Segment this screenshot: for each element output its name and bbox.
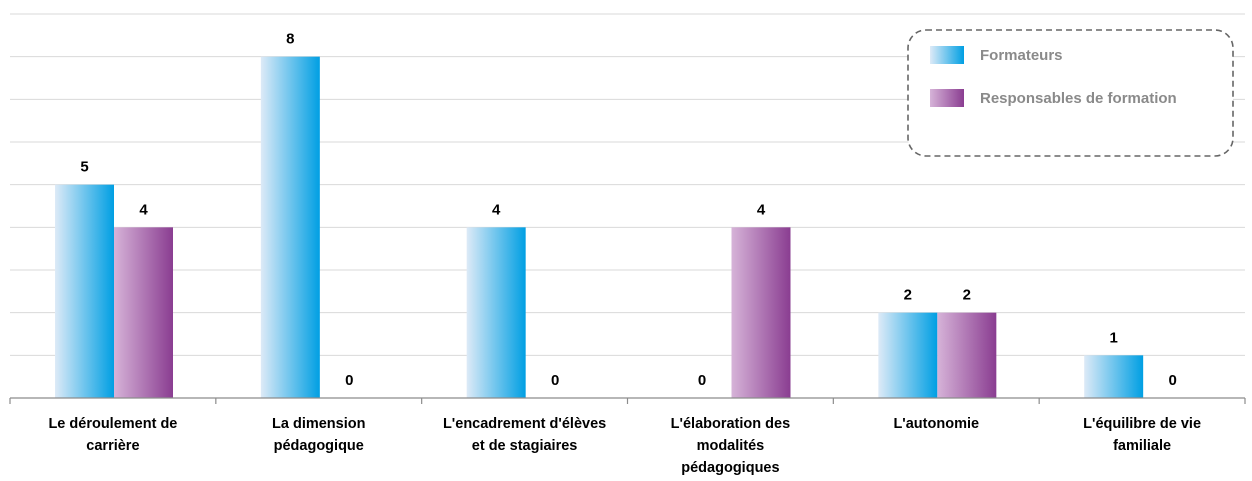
data-label: 2 xyxy=(904,287,912,304)
data-label: 0 xyxy=(698,372,706,389)
bar-responsables-3 xyxy=(731,227,791,398)
bar-formateurs-5 xyxy=(1084,355,1144,398)
category-label: L'élaboration des modalités pédagogiques xyxy=(671,416,790,476)
category-labels: Le déroulement de carrière La dimension péd… xyxy=(48,416,1201,476)
legend-box xyxy=(907,29,1234,157)
legend: Formateurs Responsables de formation xyxy=(907,29,1234,157)
bar-formateurs-0 xyxy=(55,184,114,398)
data-label: 8 xyxy=(286,31,294,48)
bar-responsables-0 xyxy=(114,227,173,398)
bar-formateurs-2 xyxy=(466,227,526,398)
category-label: L'encadrement d'élèves et de stagiaires xyxy=(443,416,606,454)
data-label: 4 xyxy=(757,201,766,218)
data-label: 0 xyxy=(551,372,559,389)
bars xyxy=(55,56,1144,399)
data-label: 2 xyxy=(963,287,971,304)
legend-swatch-formateurs xyxy=(930,46,964,64)
x-axis xyxy=(9,397,1246,404)
bar-responsables-4 xyxy=(937,312,997,398)
data-label: 5 xyxy=(80,159,88,176)
data-label: 4 xyxy=(492,201,501,218)
bar-formateurs-4 xyxy=(878,312,938,398)
category-label: La dimension pédagogique xyxy=(272,416,365,454)
gridlines xyxy=(10,13,1245,356)
data-label: 1 xyxy=(1109,329,1117,346)
legend-label-responsables: Responsables de formation xyxy=(980,90,1177,107)
bar-formateurs-1 xyxy=(260,56,320,399)
category-label: Le déroulement de carrière xyxy=(48,416,177,454)
data-label: 0 xyxy=(345,372,353,389)
data-label: 0 xyxy=(1168,372,1176,389)
data-labels: 5 8 4 0 2 1 4 0 0 4 2 0 xyxy=(80,31,1177,389)
category-label: L'autonomie xyxy=(893,416,979,432)
legend-label-formateurs: Formateurs xyxy=(980,47,1063,64)
category-label: L'équilibre de vie familiale xyxy=(1083,416,1201,454)
data-label: 4 xyxy=(139,201,148,218)
legend-swatch-responsables xyxy=(930,89,964,107)
